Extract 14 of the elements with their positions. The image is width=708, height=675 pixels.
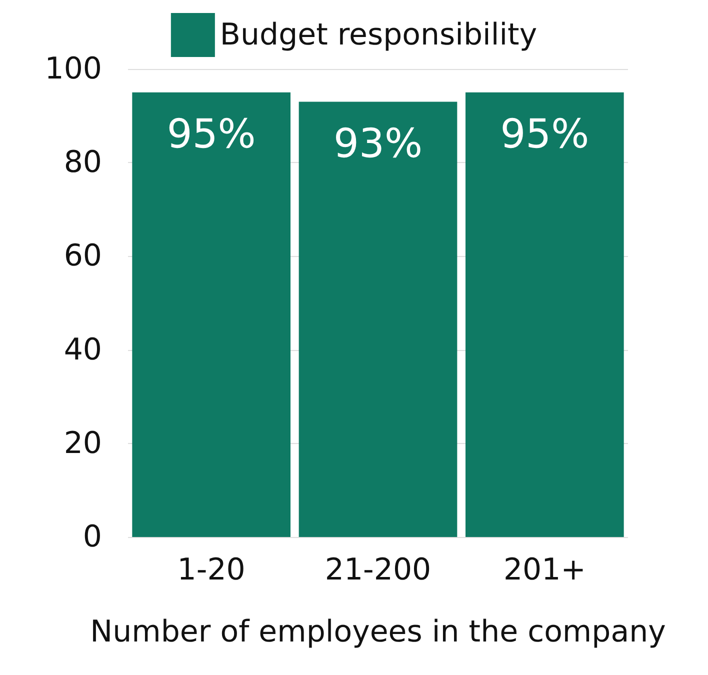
y-tick-label: 100: [44, 52, 102, 86]
y-tick-label: 20: [64, 426, 102, 461]
data-label: 93%: [334, 120, 422, 167]
y-tick-label: 0: [82, 520, 102, 554]
data-label: 95%: [500, 111, 590, 158]
data-label: 95%: [166, 111, 256, 158]
y-tick-label: 60: [64, 238, 102, 274]
x-tick-label: 201+: [503, 552, 586, 588]
x-tick-label: 21-200: [324, 552, 432, 588]
y-tick-label: 80: [64, 145, 102, 180]
x-axis-title: Number of employees in the company: [90, 614, 666, 650]
legend-label: Budget responsibility: [220, 18, 538, 52]
y-tick-label: 40: [64, 332, 102, 368]
x-tick-label: 1-20: [177, 552, 246, 588]
